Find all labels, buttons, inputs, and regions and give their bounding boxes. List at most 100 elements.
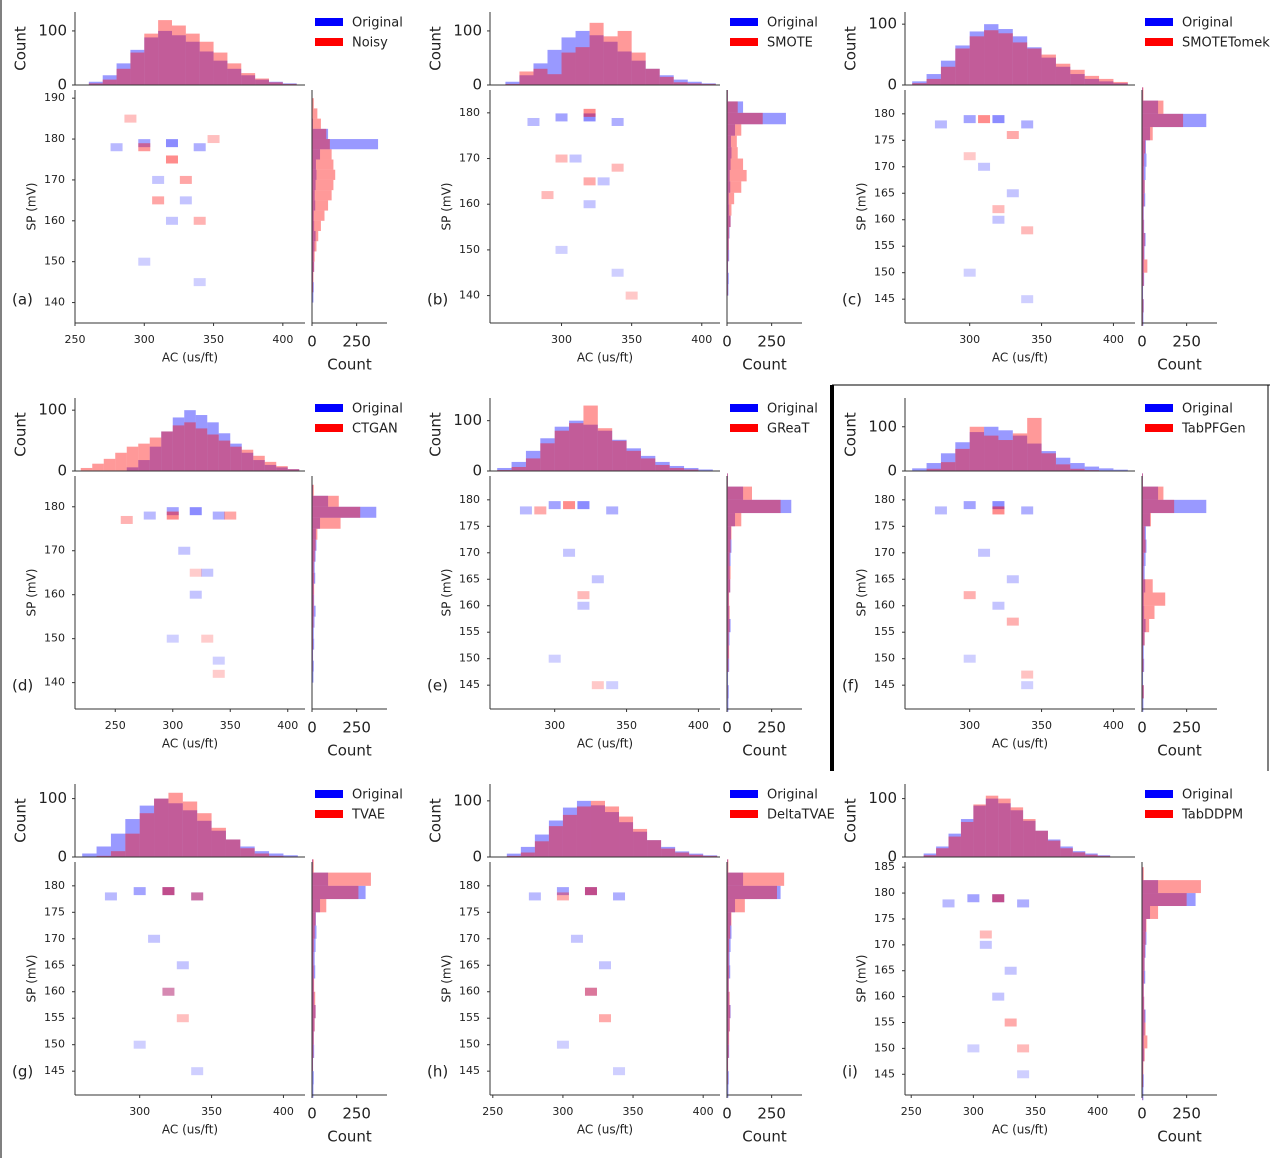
side-hist-bar xyxy=(727,272,729,285)
top-hist-bar xyxy=(102,79,117,85)
joint-plot: Original Noisy 250 300 350 400 140 150 160 170 180… xyxy=(12,12,403,374)
side-hist-bar xyxy=(1142,918,1147,932)
x-axis-label: AC (us/ft) xyxy=(992,737,1048,751)
top-hist-bar xyxy=(254,851,270,857)
y-tick-label: 145 xyxy=(874,678,895,691)
legend-label: CTGAN xyxy=(352,422,398,437)
top-hist-bar xyxy=(126,467,139,471)
heat-cell xyxy=(207,135,220,144)
y-tick-label: 155 xyxy=(44,1011,65,1024)
heat-cell xyxy=(963,591,976,600)
x-axis-label: AC (us/ft) xyxy=(577,351,633,365)
top-hist-bar xyxy=(540,438,555,471)
side-hist-bar xyxy=(312,1004,316,1019)
top-hist-bar xyxy=(659,75,674,85)
top-hist-bar xyxy=(144,37,159,85)
side-hist-bar xyxy=(312,220,315,232)
heat-cell xyxy=(519,506,532,515)
top-hist-bar xyxy=(589,22,604,85)
top-hist-bar xyxy=(569,423,584,471)
panel-label: (h) xyxy=(427,1063,448,1081)
side-hist-bar xyxy=(1142,499,1175,514)
y-tick-label: 180 xyxy=(459,879,480,892)
side-hist-bar xyxy=(1142,996,1145,1010)
side-hist-bar xyxy=(727,618,730,633)
y-tick-label: 160 xyxy=(874,599,895,612)
heat-cell xyxy=(176,961,189,970)
heat-cell xyxy=(979,940,992,949)
side-hist-bar xyxy=(1142,166,1146,181)
side-hist-bar xyxy=(727,952,729,966)
side-hist-bar xyxy=(1142,166,1144,181)
side-hist-bar xyxy=(312,251,315,262)
legend-swatch xyxy=(730,424,758,432)
legend-label: Original xyxy=(767,402,818,417)
top-hist-bar xyxy=(655,461,670,471)
top-hist-bar xyxy=(1027,417,1042,471)
y-axis-label: SP (mV) xyxy=(25,569,39,617)
side-hist-bar xyxy=(312,550,316,562)
side-x-axis-label: Count xyxy=(742,742,787,760)
top-hist-bar xyxy=(617,30,632,85)
side-hist-bar xyxy=(312,561,314,573)
top-hist-bar xyxy=(154,798,169,857)
side-hist-bar xyxy=(1142,685,1144,699)
side-hist-bar xyxy=(727,632,730,646)
y-tick-label: 165 xyxy=(874,572,895,585)
top-hist-bar xyxy=(605,812,620,857)
top-hist-bar xyxy=(1012,36,1028,85)
side-hist-bar xyxy=(312,128,329,140)
heat-cell xyxy=(569,154,582,163)
x-tick-label: 250 xyxy=(901,1105,922,1118)
side-hist-bar xyxy=(312,98,314,109)
top-hist-bar xyxy=(1099,78,1114,85)
side-hist-bar xyxy=(1142,1061,1144,1075)
side-hist-bar xyxy=(727,632,729,646)
side-hist-bar xyxy=(1142,1087,1144,1101)
side-hist-bar xyxy=(727,124,736,136)
top-hist-bar xyxy=(255,78,269,85)
side-hist-bar xyxy=(1142,1061,1144,1075)
y-tick-label: 150 xyxy=(459,652,480,665)
heat-cell xyxy=(176,1014,189,1023)
y-tick-label: 150 xyxy=(874,1041,895,1054)
heat-cell xyxy=(166,507,179,516)
side-hist-bar xyxy=(312,885,366,900)
top-hist-bar xyxy=(161,431,173,471)
side-hist-bar xyxy=(312,561,315,573)
top-hist-bar xyxy=(207,422,219,471)
legend-swatch xyxy=(315,404,343,412)
heat-cell xyxy=(963,268,976,277)
side-hist-bar xyxy=(1142,685,1144,699)
legend-label: Original xyxy=(1182,788,1233,803)
side-hist-bar xyxy=(727,124,742,136)
y-axis-label: SP (mV) xyxy=(855,569,869,617)
top-y-tick-label: 0 xyxy=(57,462,67,480)
side-hist-bar xyxy=(1142,918,1146,932)
top-hist-bar xyxy=(576,806,591,857)
heat-cell xyxy=(606,681,619,690)
legend-swatch xyxy=(1145,404,1173,412)
side-hist-bar xyxy=(727,658,729,672)
top-hist-bar xyxy=(519,71,534,85)
y-tick-label: 180 xyxy=(459,493,480,506)
side-hist-bar xyxy=(312,517,341,529)
heat-cell xyxy=(143,511,156,520)
side-hist-bar xyxy=(1142,618,1150,633)
legend-label: Original xyxy=(1182,16,1233,31)
side-hist-bar xyxy=(312,271,314,283)
side-hist-bar xyxy=(312,118,321,129)
side-hist-bar xyxy=(727,513,742,527)
top-hist-bar xyxy=(689,854,704,857)
top-hist-bar xyxy=(102,75,117,85)
top-hist-bar xyxy=(1012,42,1028,85)
heat-cell xyxy=(120,515,133,524)
side-hist-bar xyxy=(727,1031,729,1045)
side-x-tick-label: 0 xyxy=(722,333,732,351)
side-hist-bar xyxy=(312,210,314,221)
top-hist-bar xyxy=(505,83,520,85)
heat-cell xyxy=(528,892,541,901)
top-hist-bar xyxy=(655,464,670,471)
side-hist-bar xyxy=(1142,698,1144,712)
